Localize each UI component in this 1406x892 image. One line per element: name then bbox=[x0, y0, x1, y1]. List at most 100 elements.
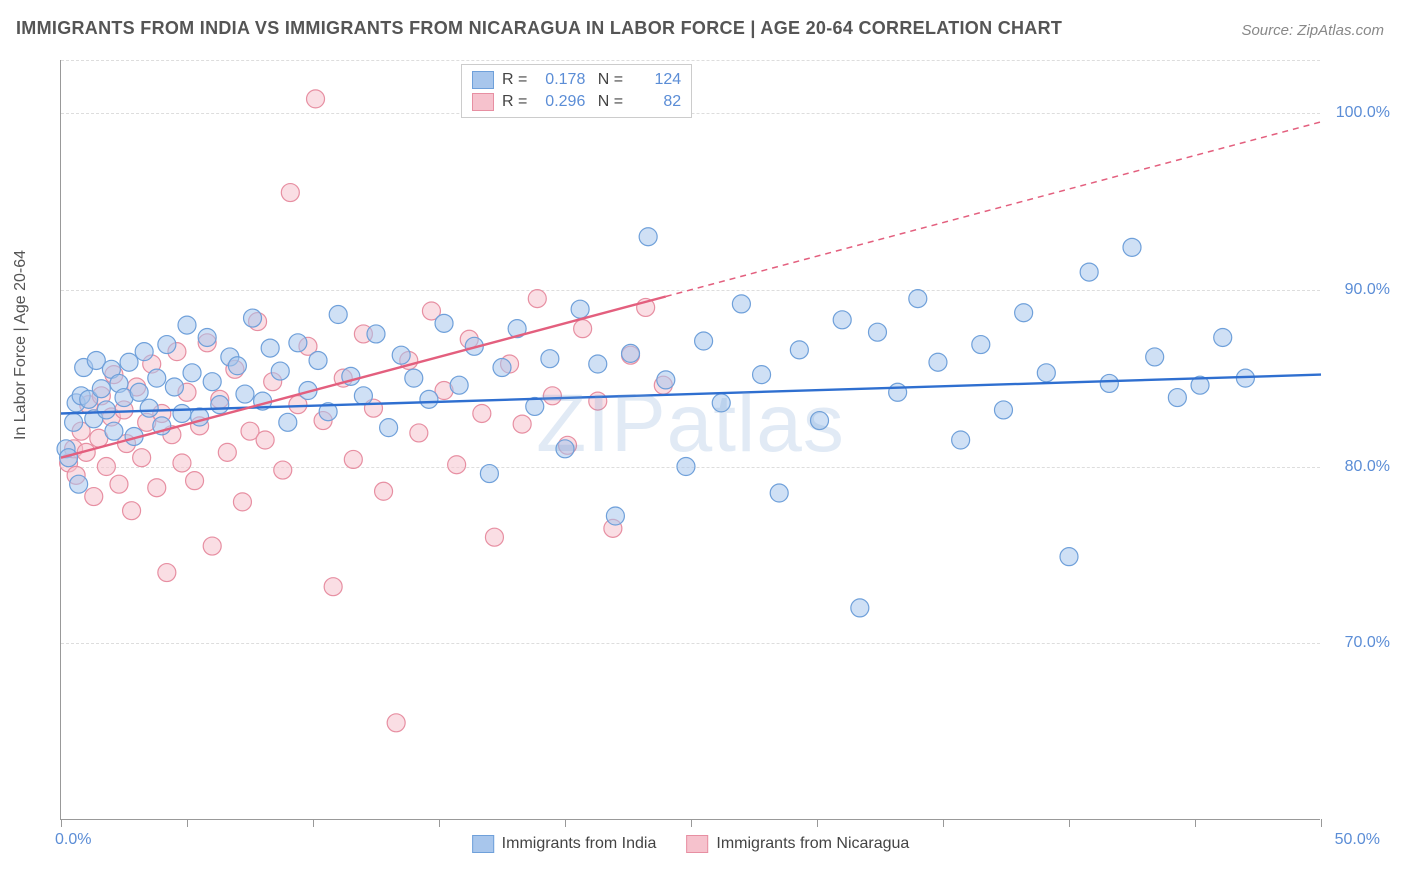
scatter-point bbox=[186, 472, 204, 490]
scatter-point bbox=[85, 488, 103, 506]
y-tick-label: 100.0% bbox=[1330, 104, 1390, 122]
scatter-point bbox=[218, 443, 236, 461]
legend-series: Immigrants from India Immigrants from Ni… bbox=[472, 835, 910, 853]
scatter-point bbox=[753, 366, 771, 384]
x-tick bbox=[439, 819, 440, 827]
scatter-point bbox=[811, 412, 829, 430]
scatter-point bbox=[1146, 348, 1164, 366]
scatter-point bbox=[556, 440, 574, 458]
scatter-point bbox=[833, 311, 851, 329]
scatter-point bbox=[133, 449, 151, 467]
scatter-point bbox=[677, 458, 695, 476]
scatter-point bbox=[183, 364, 201, 382]
scatter-point bbox=[513, 415, 531, 433]
scatter-point bbox=[639, 228, 657, 246]
legend-row-india: R =0.178 N =124 bbox=[472, 69, 681, 91]
scatter-point bbox=[543, 387, 561, 405]
scatter-point bbox=[148, 479, 166, 497]
y-tick-label: 90.0% bbox=[1330, 281, 1390, 299]
source-attribution: Source: ZipAtlas.com bbox=[1241, 22, 1384, 39]
swatch-nicaragua bbox=[472, 93, 494, 111]
scatter-point bbox=[657, 371, 675, 389]
scatter-point bbox=[571, 300, 589, 318]
scatter-point bbox=[110, 475, 128, 493]
scatter-point bbox=[140, 399, 158, 417]
scatter-point bbox=[354, 387, 372, 405]
scatter-point bbox=[485, 528, 503, 546]
scatter-point bbox=[889, 383, 907, 401]
x-tick bbox=[691, 819, 692, 827]
scatter-point bbox=[606, 507, 624, 525]
scatter-point bbox=[203, 373, 221, 391]
n-value-nicaragua: 82 bbox=[631, 91, 681, 113]
swatch-nicaragua-bottom bbox=[686, 835, 708, 853]
scatter-point bbox=[695, 332, 713, 350]
scatter-point bbox=[307, 90, 325, 108]
scatter-point bbox=[97, 401, 115, 419]
scatter-point bbox=[1060, 548, 1078, 566]
scatter-point bbox=[203, 537, 221, 555]
scatter-point bbox=[148, 369, 166, 387]
scatter-point bbox=[261, 339, 279, 357]
scatter-point bbox=[473, 404, 491, 422]
n-value-india: 124 bbox=[631, 69, 681, 91]
scatter-point bbox=[790, 341, 808, 359]
x-tick bbox=[61, 819, 62, 827]
x-tick bbox=[1069, 819, 1070, 827]
scatter-point bbox=[1015, 304, 1033, 322]
correlation-chart: IMMIGRANTS FROM INDIA VS IMMIGRANTS FROM… bbox=[0, 0, 1406, 892]
scatter-point bbox=[324, 578, 342, 596]
x-tick bbox=[943, 819, 944, 827]
scatter-point bbox=[1100, 374, 1118, 392]
r-value-india: 0.178 bbox=[535, 69, 585, 91]
scatter-point bbox=[233, 493, 251, 511]
scatter-point bbox=[868, 323, 886, 341]
scatter-point bbox=[1080, 263, 1098, 281]
scatter-point bbox=[329, 306, 347, 324]
scatter-point bbox=[574, 320, 592, 338]
scatter-point bbox=[392, 346, 410, 364]
scatter-point bbox=[65, 413, 83, 431]
scatter-point bbox=[92, 380, 110, 398]
legend-item-nicaragua: Immigrants from Nicaragua bbox=[686, 835, 909, 853]
scatter-point bbox=[770, 484, 788, 502]
x-axis-max: 50.0% bbox=[1335, 831, 1380, 849]
scatter-point bbox=[289, 334, 307, 352]
r-value-nicaragua: 0.296 bbox=[535, 91, 585, 113]
y-tick-label: 80.0% bbox=[1330, 458, 1390, 476]
scatter-point bbox=[70, 475, 88, 493]
scatter-point bbox=[972, 336, 990, 354]
scatter-point bbox=[211, 396, 229, 414]
scatter-point bbox=[97, 458, 115, 476]
scatter-point bbox=[1123, 238, 1141, 256]
scatter-point bbox=[173, 454, 191, 472]
scatter-point bbox=[256, 431, 274, 449]
scatter-point bbox=[1037, 364, 1055, 382]
x-tick bbox=[187, 819, 188, 827]
swatch-india-bottom bbox=[472, 835, 494, 853]
scatter-point bbox=[387, 714, 405, 732]
y-axis-label: In Labor Force | Age 20-64 bbox=[12, 249, 30, 439]
scatter-point bbox=[952, 431, 970, 449]
chart-title: IMMIGRANTS FROM INDIA VS IMMIGRANTS FROM… bbox=[16, 18, 1062, 39]
scatter-point bbox=[279, 413, 297, 431]
scatter-point bbox=[994, 401, 1012, 419]
scatter-point bbox=[528, 290, 546, 308]
scatter-point bbox=[1214, 328, 1232, 346]
scatter-point bbox=[732, 295, 750, 313]
scatter-point bbox=[435, 314, 453, 332]
scatter-point bbox=[851, 599, 869, 617]
plot-area: In Labor Force | Age 20-64 70.0%80.0%90.… bbox=[60, 60, 1320, 820]
scatter-point bbox=[158, 564, 176, 582]
scatter-point bbox=[158, 336, 176, 354]
scatter-point bbox=[130, 383, 148, 401]
swatch-india bbox=[472, 71, 494, 89]
scatter-point bbox=[448, 456, 466, 474]
x-tick bbox=[565, 819, 566, 827]
scatter-point bbox=[165, 378, 183, 396]
scatter-point bbox=[410, 424, 428, 442]
scatter-svg bbox=[61, 60, 1320, 819]
scatter-point bbox=[480, 465, 498, 483]
scatter-point bbox=[271, 362, 289, 380]
scatter-point bbox=[375, 482, 393, 500]
